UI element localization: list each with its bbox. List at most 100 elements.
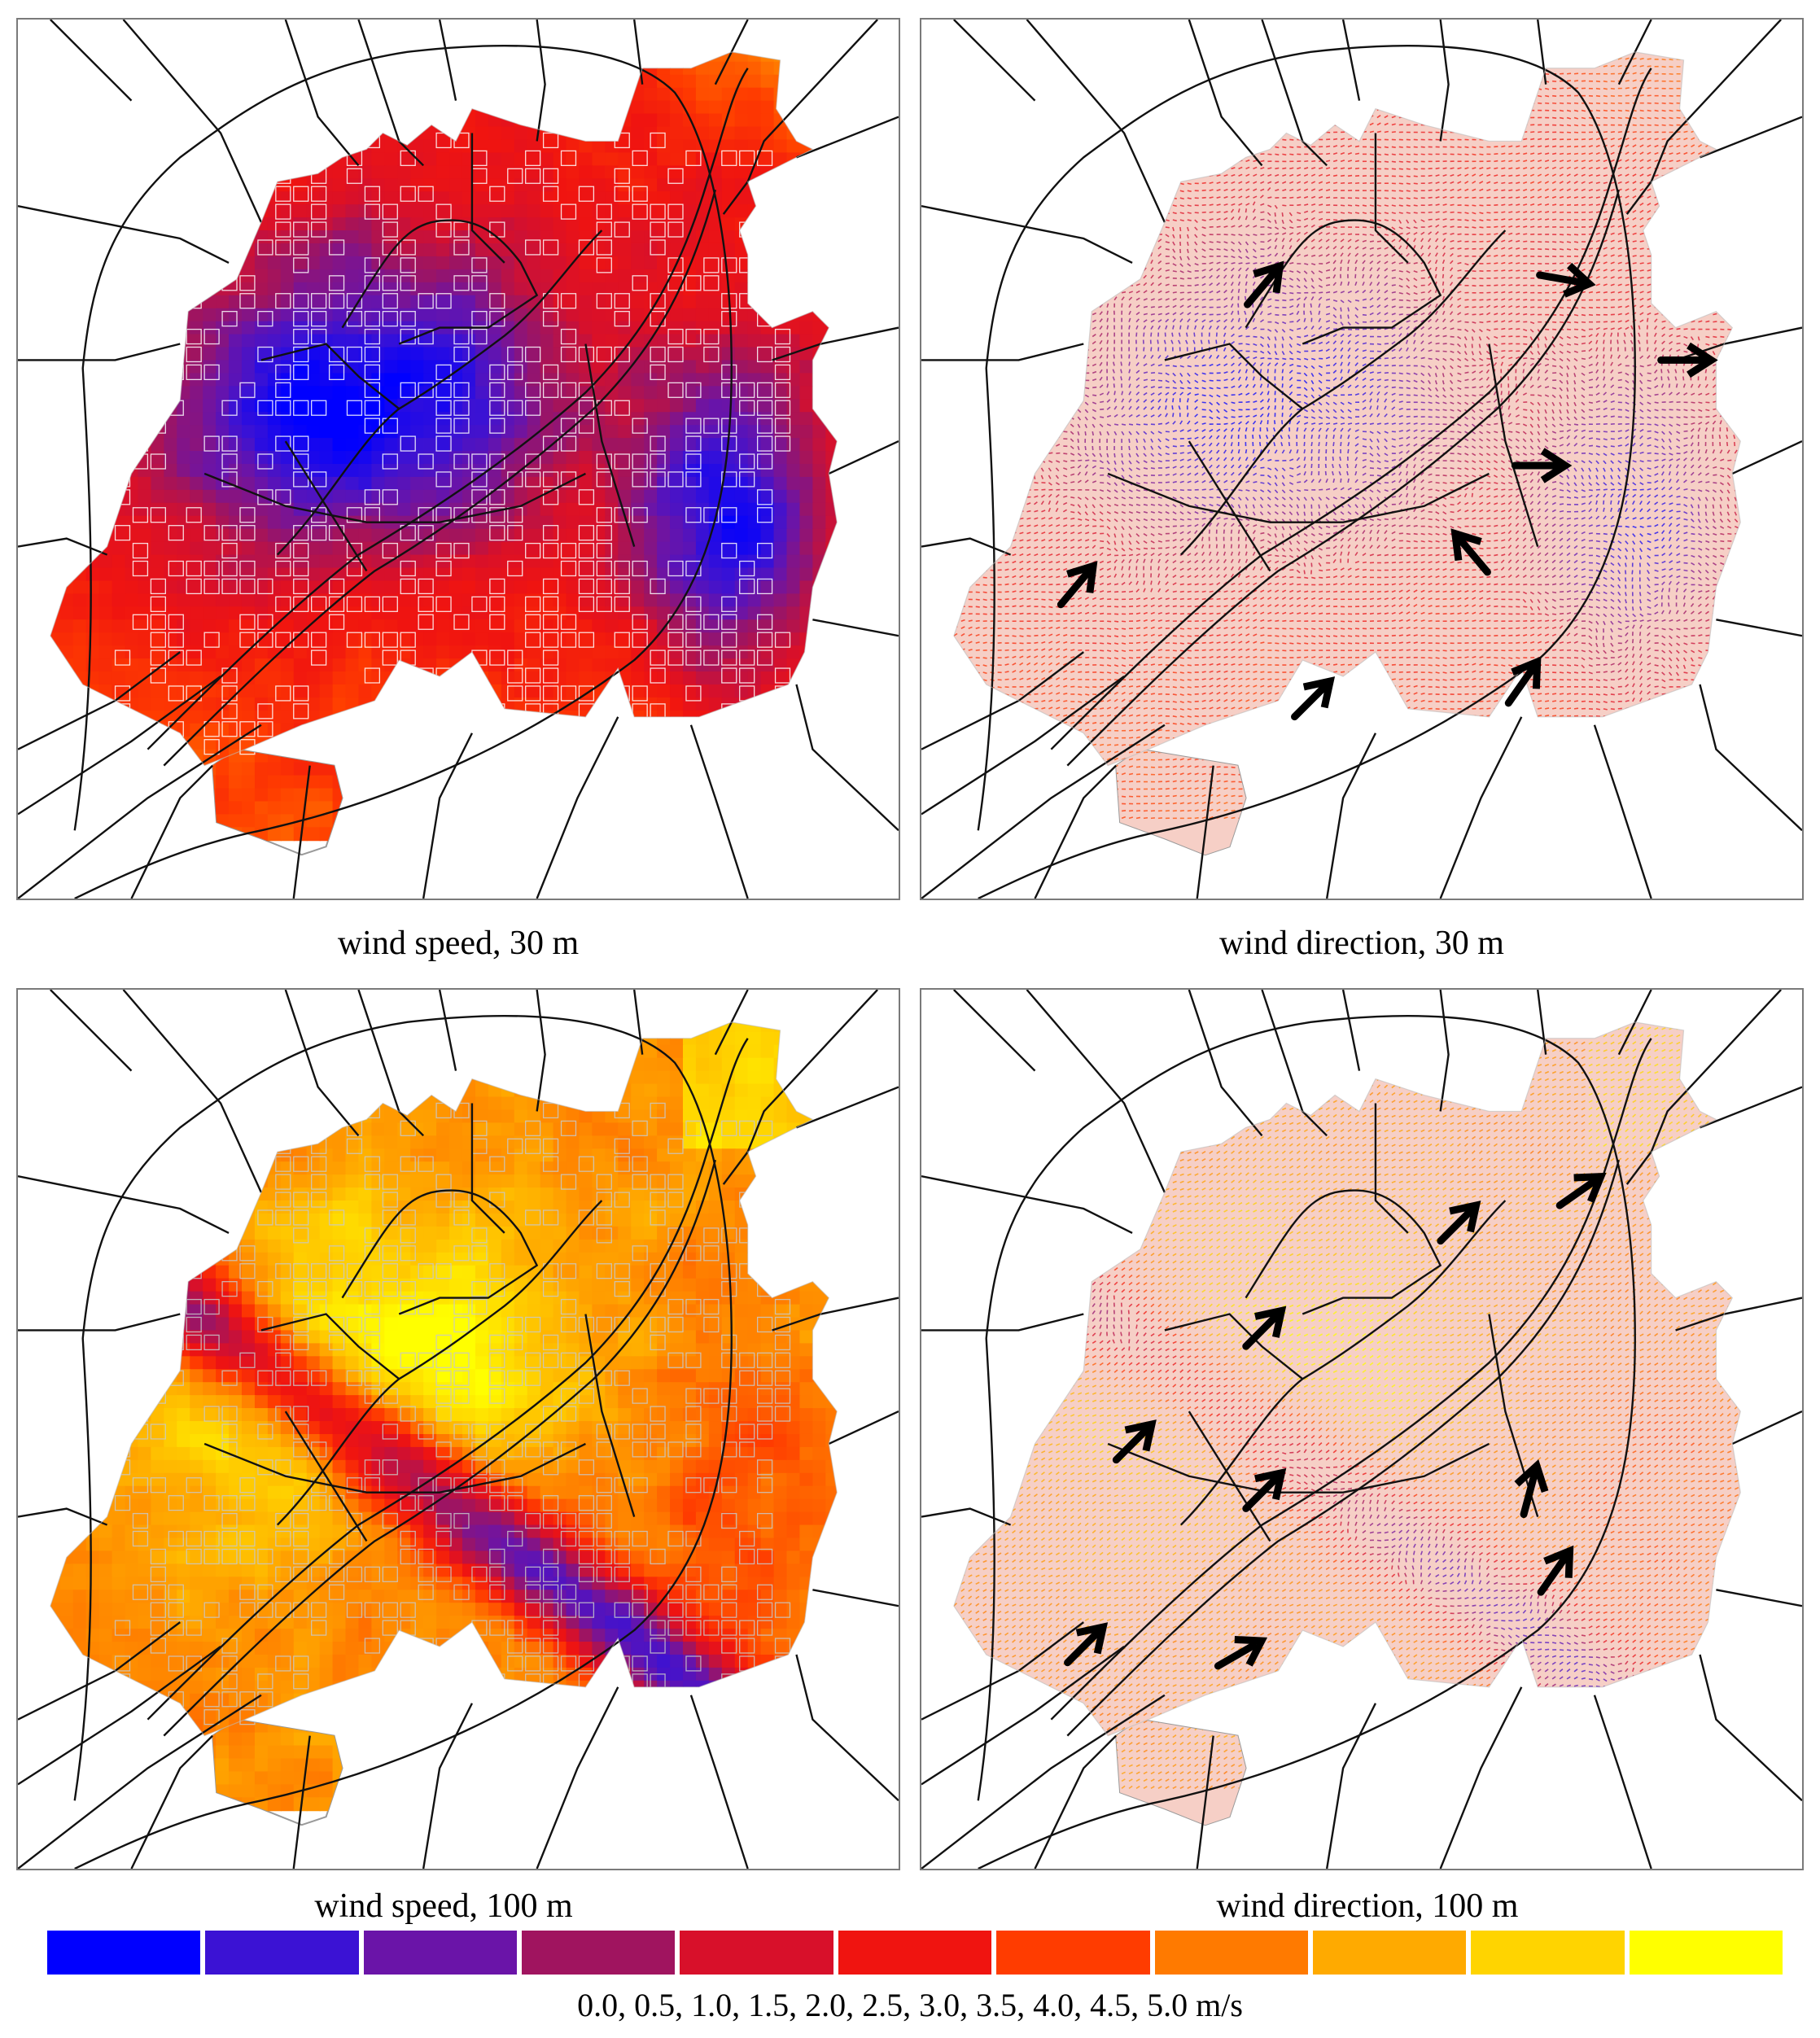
speed-cell — [747, 204, 762, 219]
speed-cell — [241, 438, 256, 453]
speed-cell — [332, 217, 347, 232]
building-block — [739, 471, 755, 488]
speed-cell — [164, 632, 178, 647]
speed-cell — [553, 256, 567, 270]
speed-cell — [475, 788, 489, 803]
speed-cell — [540, 412, 554, 426]
speed-cell — [293, 762, 308, 776]
speed-cell — [501, 243, 515, 257]
building-block — [311, 525, 327, 541]
speed-cell — [670, 36, 684, 50]
speed-cell — [695, 567, 710, 582]
building-block — [578, 542, 595, 559]
speed-cell — [34, 645, 48, 659]
speed-cell — [241, 606, 256, 621]
speed-cell — [345, 243, 360, 257]
speed-cell — [592, 178, 606, 193]
building-block — [221, 578, 238, 595]
vector — [1194, 59, 1199, 61]
speed-cell — [527, 230, 541, 244]
building-block — [560, 418, 577, 434]
speed-cell — [553, 178, 567, 193]
speed-cell — [488, 762, 502, 776]
speed-cell — [786, 814, 801, 829]
building-block — [667, 203, 684, 220]
speed-cell — [527, 515, 541, 530]
speed-cell — [345, 710, 360, 724]
vector — [1537, 57, 1542, 60]
building-block — [239, 614, 256, 630]
speed-cell — [436, 580, 451, 595]
speed-cell — [825, 152, 838, 167]
speed-cell — [592, 269, 606, 283]
speed-cell — [553, 671, 567, 685]
speed-cell — [59, 256, 74, 270]
speed-cell — [423, 347, 438, 361]
speed-cell — [682, 165, 697, 180]
building-block — [685, 453, 702, 470]
speed-cell — [254, 269, 269, 283]
speed-cell — [553, 463, 567, 478]
road — [203, 472, 586, 523]
speed-cell — [34, 75, 48, 89]
speed-cell — [734, 619, 749, 634]
speed-cell — [592, 321, 606, 335]
building-block — [489, 596, 505, 612]
speed-cell — [799, 399, 814, 413]
building-block — [667, 471, 684, 488]
speed-cell — [488, 178, 502, 193]
speed-cell — [747, 801, 762, 816]
speed-cell — [85, 606, 100, 621]
building-block — [168, 328, 184, 345]
speed-cell — [98, 645, 113, 660]
speed-cell — [34, 490, 48, 504]
speed-cell — [618, 775, 632, 789]
speed-cell — [112, 775, 126, 789]
speed-cell — [125, 256, 139, 270]
speed-cell — [475, 113, 489, 128]
speed-cell — [514, 528, 528, 543]
speed-cell — [838, 295, 852, 309]
speed-cell — [747, 334, 762, 348]
speed-cell — [50, 476, 61, 491]
speed-cell — [293, 386, 308, 400]
building-block — [596, 293, 612, 309]
vector — [1727, 51, 1732, 53]
speed-cell — [825, 710, 838, 724]
speed-cell — [410, 567, 425, 582]
speed-cell — [514, 476, 528, 491]
speed-cell — [436, 749, 451, 763]
speed-cell — [397, 347, 412, 361]
speed-cell — [644, 762, 658, 776]
speed-cell — [125, 399, 139, 413]
speed-cell — [423, 139, 438, 154]
speed-cell — [579, 36, 593, 50]
speed-cell — [229, 100, 243, 115]
speed-cell — [449, 139, 463, 154]
speed-cell — [488, 204, 502, 219]
building-block — [418, 293, 434, 309]
speed-cell — [734, 606, 749, 621]
building-block — [186, 649, 202, 666]
speed-cell — [851, 36, 865, 50]
building-block — [650, 667, 666, 684]
speed-cell — [423, 593, 438, 608]
speed-cell — [436, 567, 451, 582]
building-block — [453, 507, 470, 523]
speed-cell — [527, 243, 541, 257]
speed-cell — [786, 308, 801, 322]
speed-cell — [566, 152, 580, 167]
vector — [1428, 64, 1433, 68]
speed-cell — [72, 51, 87, 63]
speed-cell — [540, 463, 554, 478]
speed-cell — [50, 814, 61, 829]
building-block — [560, 614, 577, 630]
vector — [990, 51, 995, 54]
building-block — [471, 328, 488, 345]
speed-cell — [695, 308, 710, 322]
building-block — [560, 542, 577, 559]
speed-cell — [527, 269, 541, 283]
speed-cell — [332, 697, 347, 711]
speed-cell — [708, 606, 723, 621]
building-block — [293, 435, 309, 452]
